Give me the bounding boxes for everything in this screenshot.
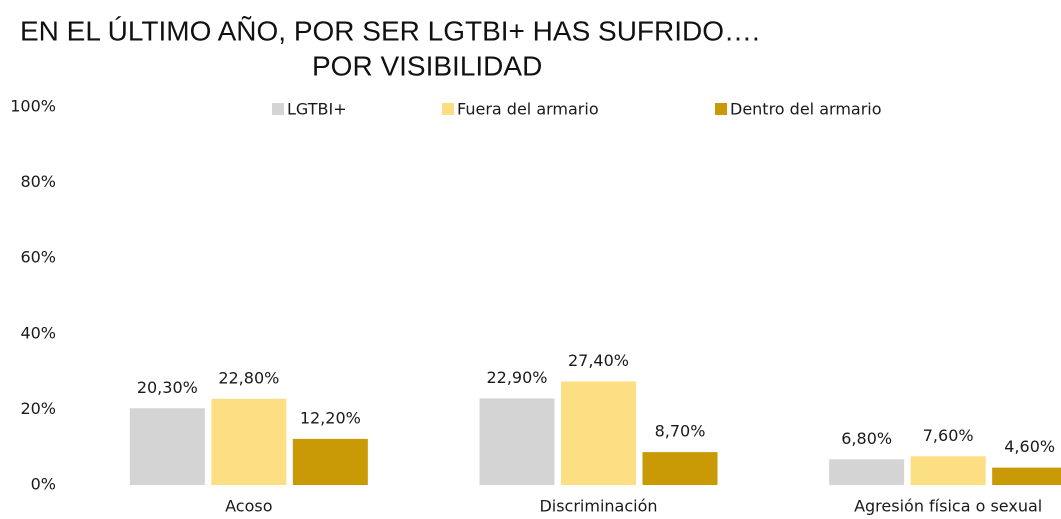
data-label: 22,80% [218,368,279,387]
data-label: 27,40% [568,351,629,370]
data-label: 6,80% [841,429,892,448]
data-label: 8,70% [655,422,706,441]
x-tick-label: Discriminación [539,497,657,516]
y-tick-label: 20% [20,399,56,418]
y-tick-label: 80% [20,172,56,191]
legend-label: Fuera del armario [457,100,599,119]
data-label: 22,90% [486,368,547,387]
data-label: 4,60% [1004,437,1055,456]
data-label: 12,20% [300,408,361,427]
data-label: 20,30% [137,378,198,397]
chart-subtitle: POR VISIBILIDAD [312,50,542,81]
bar [992,467,1061,485]
x-tick-label: Acoso [225,497,272,516]
x-tick-label: Agresión física o sexual [854,497,1042,516]
bar [829,459,905,485]
data-label: 7,60% [923,426,974,445]
legend-label: LGTBI+ [287,100,347,119]
legend-swatch [715,103,727,115]
y-tick-label: 40% [20,323,56,342]
y-tick-label: 0% [31,475,56,494]
legend-label: Dentro del armario [730,100,882,119]
legend-swatch [442,103,454,115]
bar [561,381,636,485]
chart-title: EN EL ÚLTIMO AÑO, POR SER LGTBI+ HAS SUF… [20,15,760,46]
bar [479,398,555,485]
y-tick-label: 60% [20,248,56,267]
bar [642,452,718,485]
bar [292,438,368,485]
y-tick-label: 100% [10,97,56,116]
bar [129,408,205,485]
bar [910,456,986,485]
bar [211,398,287,485]
legend-swatch [272,103,284,115]
